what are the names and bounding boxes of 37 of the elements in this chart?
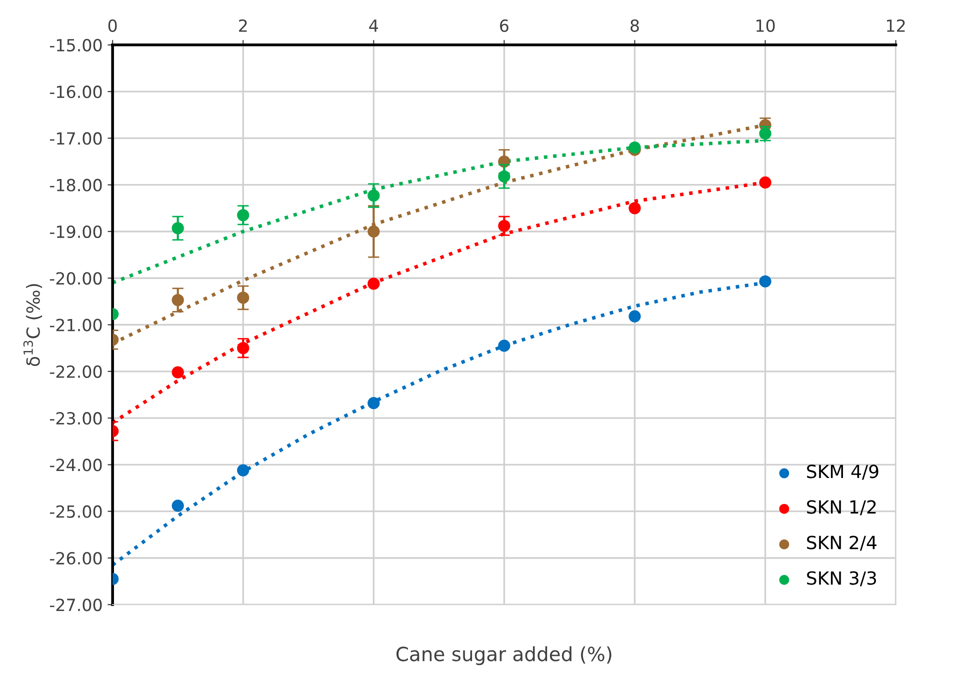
point (759, 176, 772, 189)
x-tick-label: 2 (239, 19, 247, 32)
point (368, 397, 380, 410)
y-tick-label: -18.00 (50, 178, 102, 192)
y-tick-label: -17.00 (50, 132, 102, 145)
y-tick-label: -15.00 (50, 38, 102, 52)
legend-label: SKN 1/2 (807, 500, 876, 516)
y-tick-label: -19.00 (50, 225, 102, 238)
x-axis-title: Cane sugar added (%) (396, 646, 612, 666)
point (368, 278, 380, 290)
y-tick-label: -16.00 (50, 86, 102, 98)
point (628, 202, 641, 214)
point (628, 141, 641, 154)
x-tick-label: 12 (887, 19, 905, 32)
y-tick-label: -23.00 (50, 412, 102, 425)
y-tick-label: -21.00 (50, 318, 102, 332)
point (237, 464, 250, 476)
point (759, 275, 772, 288)
point (172, 366, 184, 378)
y-tick-label: -26.00 (50, 552, 102, 565)
point (628, 310, 641, 322)
y-tick-label: -24.00 (50, 458, 102, 472)
y-tick-label: -25.00 (50, 505, 102, 518)
legend-label: SKN 3/3 (807, 571, 876, 586)
x-tick-label: 4 (369, 20, 378, 32)
legend-label: SKM 4/9 (807, 464, 878, 480)
legend-label: SKN 2/4 (807, 536, 876, 551)
y-tick-label: -22.00 (50, 365, 102, 378)
x-tick-label: 0 (108, 19, 117, 32)
y-tick-label: -20.00 (50, 272, 102, 285)
x-tick-label: 10 (756, 19, 775, 32)
y-axis-title: δ$^{13}$C (‰) (23, 284, 42, 366)
point (498, 340, 510, 352)
point (172, 500, 184, 512)
x-tick-label: 6 (500, 19, 508, 32)
y-tick-label: -27.00 (50, 598, 102, 612)
x-tick-label: 8 (630, 19, 639, 32)
